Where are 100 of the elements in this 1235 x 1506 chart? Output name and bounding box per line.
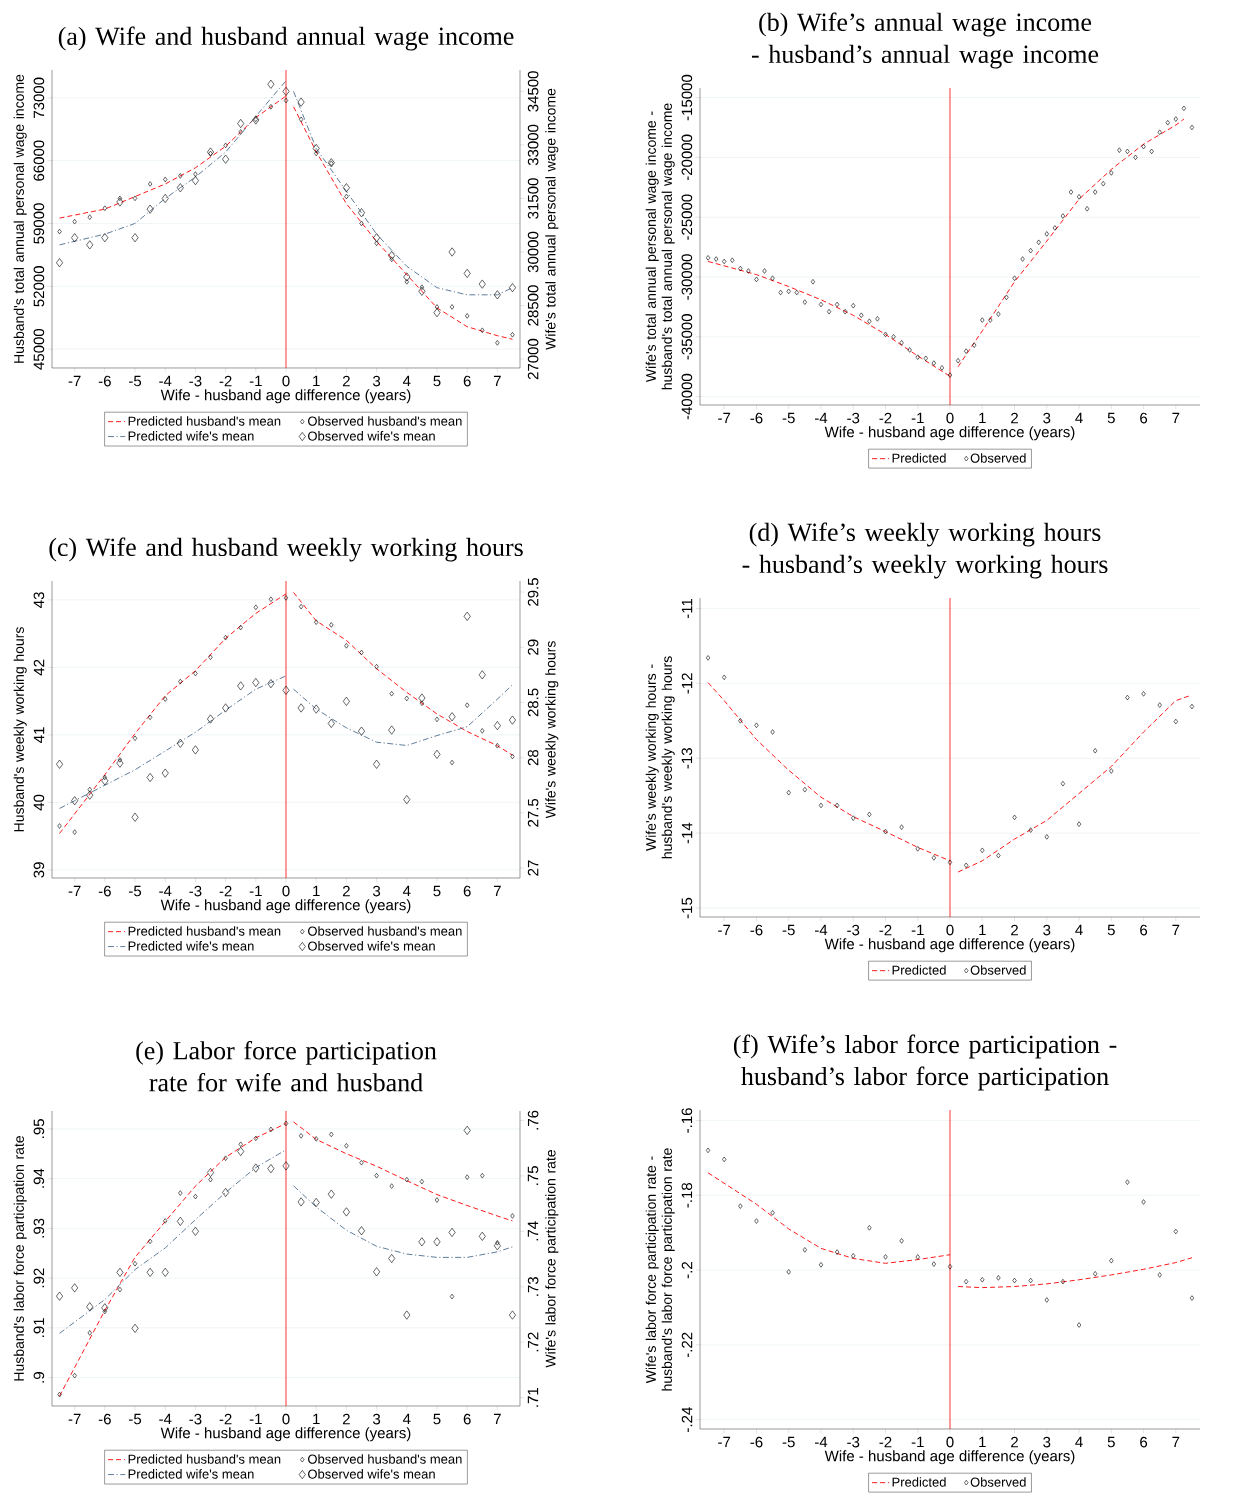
x-axis-title: Wife - husband age difference (years)	[824, 426, 1075, 441]
x-tick-label: 3	[372, 375, 381, 387]
legend-label: Observed husband's mean	[308, 416, 462, 426]
x-tick-label: 0	[946, 924, 954, 936]
y2-tick-label: .72	[527, 1332, 539, 1352]
x-tick-label: -6	[750, 924, 763, 936]
x-tick-label: -5	[129, 1413, 142, 1425]
x-tick-label: -6	[750, 1436, 763, 1448]
x-tick-label: -2	[879, 924, 892, 936]
x-tick-label: 2	[1011, 924, 1018, 936]
x-tick-label: -1	[911, 924, 924, 936]
y-tick-label: 52000	[33, 266, 45, 307]
y-tick-label: .95	[33, 1119, 45, 1138]
y-tick-label: -.16	[681, 1108, 693, 1133]
y-tick-label: -14	[681, 822, 693, 844]
x-tick-label: 1	[979, 412, 986, 424]
y2-tick-label: 27.5	[527, 798, 539, 827]
x-tick-label: -5	[782, 1436, 795, 1448]
x-tick-label: -5	[782, 412, 795, 424]
x-tick-label: -7	[718, 412, 731, 424]
x-tick-label: -2	[219, 375, 232, 387]
y2-axis-title: Wife's labor force participation rate	[545, 1150, 559, 1368]
legend-label: Observed	[970, 1477, 1026, 1487]
x-tick-label: 4	[402, 375, 411, 387]
y-tick-label: -.22	[681, 1332, 693, 1358]
chart-title: (b) Wife’s annual wage income - husband’s annual wage income	[751, 12, 1099, 69]
x-tick-label: 1	[979, 1436, 986, 1448]
y-tick-label: 39	[33, 862, 45, 878]
x-tick-label: 3	[1043, 412, 1051, 424]
x-tick-label: 3	[372, 1413, 381, 1425]
chart-title: (f) Wife’s labor force participation - husband’s labor force participation	[733, 1034, 1117, 1091]
x-tick-label: 0	[282, 1413, 290, 1425]
y-tick-label: -13	[681, 748, 693, 769]
x-tick-label: -5	[129, 885, 142, 897]
x-tick-label: 0	[946, 1436, 954, 1448]
y2-tick-label: 29	[527, 639, 539, 655]
x-tick-label: 5	[1107, 924, 1115, 936]
legend-label: Observed wife's mean	[308, 431, 435, 441]
y-axis-title: Wife's weekly working hours - husband's weekly working hours	[645, 656, 675, 859]
legend-label: Predicted	[892, 453, 946, 463]
x-tick-label: -2	[879, 1436, 892, 1448]
x-tick-label: -3	[189, 885, 202, 897]
y-axis-title: Husband's total annual personal wage income	[13, 74, 27, 363]
x-tick-label: 2	[342, 375, 350, 387]
y-tick-label: -40000	[681, 373, 693, 420]
x-tick-label: -2	[219, 885, 232, 897]
y-axis-title: Husband's weekly working hours	[13, 627, 27, 832]
legend-label: Observed wife's mean	[308, 1469, 435, 1479]
chart-title: (e) Labor force participation rate for wife and husband	[136, 1040, 437, 1092]
y-tick-label: -11	[681, 598, 693, 619]
legend-label: Predicted husband's mean	[128, 926, 281, 936]
x-tick-label: -1	[911, 412, 924, 424]
y2-tick-label: .73	[527, 1277, 539, 1296]
y-tick-label: -35000	[681, 314, 693, 360]
x-tick-label: 7	[1172, 412, 1180, 424]
y-tick-label: 43	[33, 592, 45, 608]
legend-label: Predicted	[892, 965, 946, 975]
legend-label: Observed husband's mean	[308, 1454, 462, 1464]
y2-tick-label: 33000	[527, 124, 539, 166]
x-tick-label: -4	[159, 375, 172, 387]
x-tick-label: -5	[129, 375, 142, 387]
x-axis-title: Wife - husband age difference (years)	[160, 389, 411, 404]
y2-tick-label: 28	[527, 749, 539, 766]
x-tick-label: 1	[313, 375, 320, 387]
x-tick-label: -3	[847, 924, 860, 936]
y-tick-label: .92	[33, 1268, 45, 1288]
x-tick-label: 0	[946, 412, 954, 424]
x-tick-label: 5	[1107, 1436, 1115, 1448]
y2-tick-label: 28.5	[527, 688, 539, 717]
x-tick-label: -1	[249, 375, 262, 387]
x-tick-label: 7	[1172, 1436, 1180, 1448]
y2-tick-label: .74	[527, 1221, 539, 1241]
x-tick-label: 7	[493, 375, 501, 387]
y-axis-title: Wife's labor force participation rate - husband's labor force participation rate	[645, 1148, 675, 1391]
x-tick-label: -4	[814, 1436, 828, 1448]
x-tick-label: 7	[493, 1413, 501, 1425]
y-tick-label: 42	[33, 659, 45, 676]
y-tick-label: .93	[33, 1218, 45, 1238]
x-tick-label: 1	[313, 885, 320, 897]
x-axis-title: Wife - husband age difference (years)	[824, 938, 1075, 953]
y-tick-label: 66000	[33, 140, 45, 181]
y-tick-label: -.2	[681, 1262, 693, 1279]
legend-label: Observed	[970, 965, 1026, 975]
legend-label: Observed wife's mean	[308, 941, 435, 951]
y2-tick-label: 28500	[527, 285, 539, 326]
x-tick-label: -7	[68, 375, 81, 387]
x-tick-label: -7	[718, 1436, 731, 1448]
x-tick-label: -4	[814, 412, 828, 424]
y-tick-label: -15	[681, 897, 693, 919]
y2-tick-label: .75	[527, 1166, 539, 1185]
x-tick-label: 6	[1140, 1436, 1148, 1448]
x-tick-label: -2	[219, 1413, 232, 1425]
y-tick-label: 40	[33, 794, 45, 811]
y-tick-label: 41	[33, 727, 45, 743]
x-tick-label: 4	[402, 1413, 411, 1425]
y2-tick-label: 27	[527, 860, 539, 876]
x-tick-label: 3	[372, 885, 381, 897]
x-tick-label: 6	[463, 1413, 471, 1425]
x-tick-label: 4	[1075, 924, 1083, 936]
x-tick-label: -2	[879, 412, 892, 424]
